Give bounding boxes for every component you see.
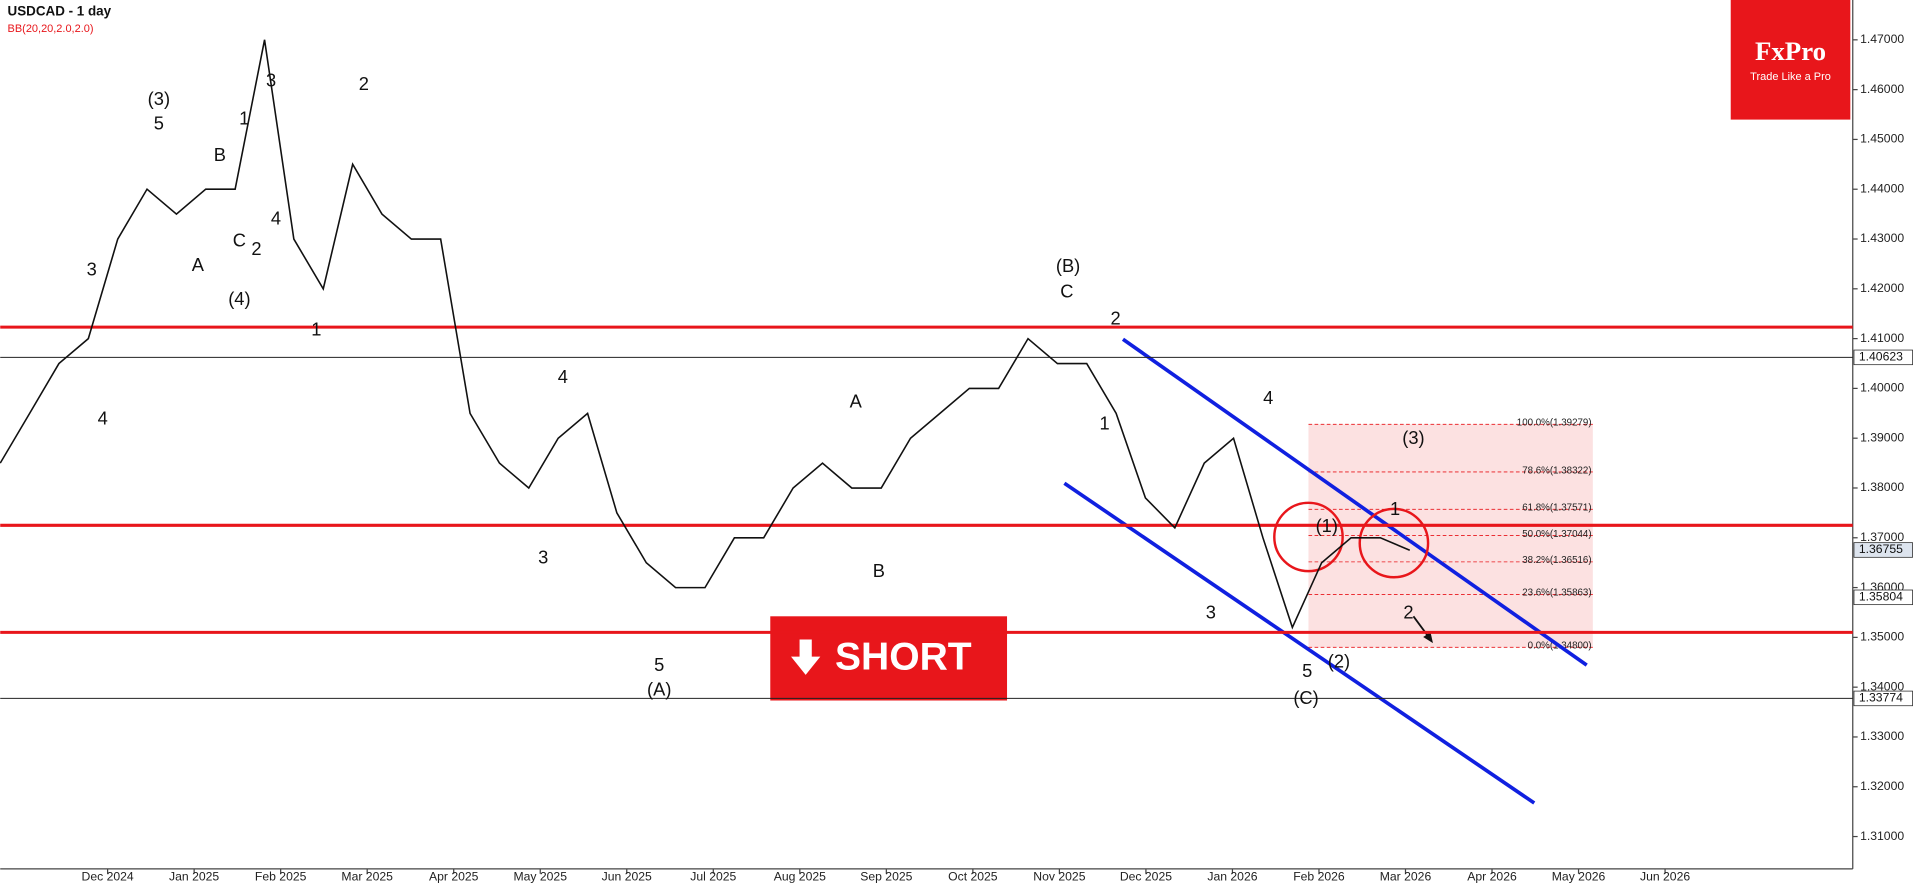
x-tick-label: Dec 2024	[82, 870, 134, 884]
chart-subtitle: BB(20,20,2.0,2.0)	[8, 23, 94, 35]
wave-label: 1	[1100, 413, 1110, 434]
y-tick-label: 1.45000	[1860, 132, 1904, 146]
price-line-series	[0, 39, 1411, 630]
wave-label: (3)	[148, 88, 170, 109]
y-tick-label: 1.39000	[1860, 430, 1904, 444]
y-tick-label: 1.42000	[1860, 281, 1904, 295]
wave-label: (2)	[1328, 650, 1350, 671]
x-tick-label: May 2026	[1552, 870, 1606, 884]
channel-upper	[1121, 337, 1588, 667]
price-tag-label: 1.36755	[1859, 542, 1903, 556]
y-tick-label: 1.44000	[1860, 181, 1904, 195]
x-tick-label: Feb 2026	[1293, 870, 1345, 884]
x-tick-label: May 2025	[513, 870, 567, 884]
x-tick-label: Jan 2025	[169, 870, 219, 884]
wave-label: A	[850, 391, 863, 412]
wave-label: 3	[87, 259, 97, 280]
banner-text: SHORT	[835, 635, 972, 678]
y-tick-label: 1.37000	[1860, 530, 1904, 544]
fib-label: 38.2%(1.36516)	[1522, 555, 1591, 566]
x-tick-label: Mar 2026	[1380, 870, 1432, 884]
x-tick-label: Dec 2025	[1120, 870, 1172, 884]
wave-label: (B)	[1056, 255, 1080, 276]
price-tag-label: 1.35804	[1859, 590, 1903, 604]
logo	[1730, 0, 1851, 120]
x-tick-label: Nov 2025	[1033, 870, 1085, 884]
wave-label: 2	[251, 238, 261, 259]
fib-label: 61.8%(1.37571)	[1522, 503, 1591, 514]
price-tag	[1853, 542, 1913, 558]
wave-label: 3	[1206, 602, 1216, 623]
y-tick-label: 1.46000	[1860, 82, 1904, 96]
fib-label: 23.6%(1.35863)	[1522, 588, 1591, 599]
wave-label: C	[233, 229, 246, 250]
logo-name: FxPro	[1755, 36, 1826, 66]
x-tick-label: Apr 2025	[429, 870, 479, 884]
wave-label: A	[192, 254, 205, 275]
down-arrow-icon	[791, 639, 821, 675]
price-tag	[1853, 589, 1913, 606]
fib-label: 50.0%(1.37044)	[1522, 529, 1591, 540]
x-tick-label: Mar 2025	[341, 870, 393, 884]
x-tick-label: Jun 2025	[602, 870, 652, 884]
wave-label: 3	[538, 547, 548, 568]
logo-tagline: Trade Like a Pro	[1750, 71, 1831, 83]
wave-label: 5	[654, 654, 664, 675]
price-tag-label: 1.33774	[1859, 691, 1903, 705]
y-tick-label: 1.31000	[1860, 829, 1904, 843]
wave-label: 5	[1302, 660, 1312, 681]
wave-label: (3)	[1402, 427, 1424, 448]
x-tick-label: Oct 2025	[948, 870, 998, 884]
wave-label: C	[1060, 281, 1073, 302]
x-tick-label: Jun 2026	[1640, 870, 1690, 884]
y-tick-label: 1.40000	[1860, 381, 1904, 395]
channel-lower	[1063, 481, 1536, 805]
x-tick-label: Jan 2026	[1207, 870, 1257, 884]
wave-label: 1	[239, 107, 249, 128]
wave-label: 3	[266, 70, 276, 91]
wave-label: 5	[154, 112, 164, 133]
wave-label: B	[873, 560, 885, 581]
price-tag	[1853, 349, 1913, 366]
wave-label: 1	[1390, 498, 1400, 519]
y-tick-label: 1.38000	[1860, 480, 1904, 494]
wave-label: 4	[271, 207, 281, 228]
y-tick-label: 1.34000	[1860, 679, 1904, 693]
y-tick-label: 1.43000	[1860, 231, 1904, 245]
wave-label: 4	[98, 408, 108, 429]
y-tick-label: 1.47000	[1860, 32, 1904, 46]
wave-label: B	[214, 144, 226, 165]
x-tick-label: Aug 2025	[774, 870, 826, 884]
wave-label: 2	[1111, 308, 1121, 329]
y-tick-label: 1.33000	[1860, 729, 1904, 743]
wave-label: 1	[311, 319, 321, 340]
y-tick-label: 1.35000	[1860, 630, 1904, 644]
price-tag-label: 1.40623	[1859, 350, 1903, 364]
fib-zone: 100.0%(1.39279) 78.6%(1.38322) 61.8%(1.375…	[1308, 418, 1593, 652]
arrow-head	[1423, 632, 1433, 644]
y-tick-label: 1.41000	[1860, 331, 1904, 345]
chart-title: USDCAD - 1 day	[8, 4, 112, 19]
x-tick-label: Sep 2025	[860, 870, 912, 884]
x-tick-label: Jul 2025	[690, 870, 736, 884]
wave-label: 2	[1403, 602, 1413, 623]
wave-label: 4	[1263, 387, 1273, 408]
highlight-circle	[1273, 501, 1344, 573]
y-tick-label: 1.32000	[1860, 779, 1904, 793]
wave-label: (1)	[1316, 515, 1338, 536]
x-tick-label: Feb 2025	[255, 870, 307, 884]
wave-label: (C)	[1293, 687, 1318, 708]
fib-label: 78.6%(1.38322)	[1522, 465, 1591, 476]
fib-label: 100.0%(1.39279)	[1517, 418, 1592, 429]
wave-label: (A)	[647, 679, 671, 700]
x-tick-label: Apr 2026	[1467, 870, 1517, 884]
wave-label: 4	[558, 366, 568, 387]
highlight-circle	[1358, 507, 1430, 579]
wave-label: (4)	[228, 288, 250, 309]
wave-label: 2	[359, 73, 369, 94]
price-tag	[1853, 690, 1913, 707]
